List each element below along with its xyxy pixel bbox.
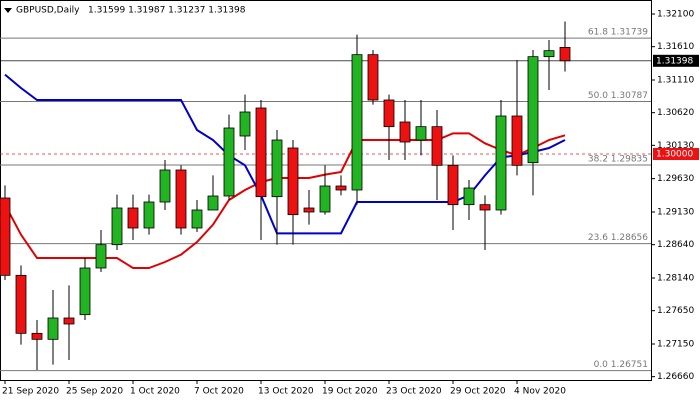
- x-tick-label: 13 Oct 2020: [258, 387, 314, 397]
- candle-body: [175, 169, 187, 229]
- price-label-box: [653, 148, 699, 160]
- plot-frame: [0, 0, 652, 381]
- candle-body: [143, 201, 155, 229]
- candle-body: [351, 54, 363, 191]
- candle-body: [479, 204, 491, 211]
- candle-body: [319, 185, 331, 213]
- candle-body: [0, 197, 11, 276]
- x-tick-label: 1 Oct 2020: [130, 387, 180, 397]
- candle-body: [447, 164, 459, 206]
- candle-body: [543, 50, 555, 58]
- candle-body: [399, 121, 411, 143]
- y-tick-label: 1.27150: [657, 340, 694, 350]
- y-tick-label: 1.29130: [657, 208, 694, 218]
- fib-label: 61.8 1.31739: [588, 28, 648, 38]
- fib-label: 23.6 1.28656: [588, 233, 648, 243]
- fib-label: 0.0 1.26751: [594, 360, 648, 370]
- candle-body: [63, 317, 75, 325]
- y-tick-label: 1.31110: [657, 76, 694, 86]
- x-tick-label: 25 Sep 2020: [66, 387, 123, 397]
- menu-arrow: [4, 8, 12, 13]
- candle-body: [335, 185, 347, 191]
- price-label-box: [653, 54, 699, 67]
- x-tick-label: 23 Oct 2020: [386, 387, 442, 397]
- x-tick-label: 29 Oct 2020: [450, 387, 506, 397]
- candle-body: [15, 274, 27, 334]
- candle-body: [431, 126, 443, 166]
- candle-body: [255, 107, 267, 198]
- x-tick-label: 21 Sep 2020: [2, 387, 59, 397]
- chart-title: GBPUSD,Daily: [16, 6, 80, 16]
- candle-body: [207, 195, 219, 211]
- candle-body: [111, 207, 123, 246]
- candle-body: [47, 317, 59, 340]
- y-tick-label: 1.32100: [657, 10, 694, 20]
- candle-body: [159, 169, 171, 203]
- price-label: 1.31398: [656, 56, 693, 66]
- candle-body: [527, 56, 539, 164]
- y-tick-label: 1.28140: [657, 274, 694, 284]
- candle-body: [383, 99, 395, 128]
- candle-body: [223, 127, 235, 197]
- y-tick-label: 1.31610: [657, 42, 694, 52]
- fib-label: 38.2 1.29835: [588, 155, 648, 165]
- candle-body: [239, 111, 251, 137]
- candle-body: [31, 332, 43, 340]
- y-tick-label: 1.26660: [657, 372, 694, 382]
- candle-body: [191, 209, 203, 229]
- candle-body: [271, 139, 283, 198]
- x-tick-label: 7 Oct 2020: [194, 387, 244, 397]
- candle-body: [127, 207, 139, 229]
- fib-label: 50.0 1.30787: [588, 91, 648, 101]
- candle-body: [559, 47, 571, 62]
- candle-body: [79, 267, 91, 316]
- candle-body: [495, 115, 507, 211]
- candle-body: [367, 54, 379, 101]
- candle-body: [287, 147, 299, 216]
- y-tick-label: 1.28640: [657, 240, 694, 250]
- y-tick-label: 1.27650: [657, 306, 694, 316]
- x-tick-label: 4 Nov 2020: [514, 387, 566, 397]
- candle-body: [511, 115, 523, 166]
- price-label: 1.30000: [656, 150, 693, 160]
- y-tick-label: 1.29630: [657, 174, 694, 184]
- candle-body: [303, 207, 315, 213]
- y-tick-label: 1.30620: [657, 108, 694, 118]
- x-tick-label: 19 Oct 2020: [322, 387, 378, 397]
- candle-body: [463, 187, 475, 206]
- candle-body: [95, 244, 107, 269]
- header-quote: 1.31599 1.31987 1.31237 1.31398: [88, 6, 246, 16]
- y-tick-label: 1.30130: [657, 141, 694, 151]
- candle-body: [415, 126, 427, 141]
